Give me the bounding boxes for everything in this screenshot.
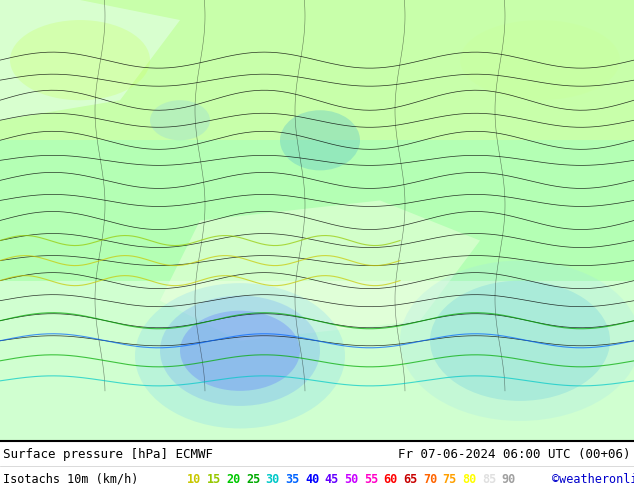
Text: 25: 25 <box>246 473 260 486</box>
Text: 90: 90 <box>501 473 515 486</box>
Ellipse shape <box>400 261 634 421</box>
Text: 35: 35 <box>285 473 299 486</box>
Text: Surface pressure [hPa] ECMWF: Surface pressure [hPa] ECMWF <box>3 448 213 461</box>
Text: 60: 60 <box>384 473 398 486</box>
Ellipse shape <box>280 110 360 171</box>
Text: ©weatheronline.co.uk: ©weatheronline.co.uk <box>552 473 634 486</box>
Bar <box>0 0 634 140</box>
Text: 75: 75 <box>443 473 456 486</box>
Text: 80: 80 <box>462 473 476 486</box>
Text: 10: 10 <box>187 473 201 486</box>
Text: 45: 45 <box>325 473 339 486</box>
Bar <box>0 140 634 281</box>
Ellipse shape <box>150 100 210 140</box>
Text: Isotachs 10m (km/h): Isotachs 10m (km/h) <box>3 473 139 486</box>
Text: 20: 20 <box>226 473 240 486</box>
Text: 30: 30 <box>266 473 280 486</box>
Text: 55: 55 <box>364 473 378 486</box>
Ellipse shape <box>135 283 345 428</box>
Ellipse shape <box>430 281 610 401</box>
Ellipse shape <box>180 311 300 391</box>
Polygon shape <box>160 200 480 341</box>
Text: 40: 40 <box>305 473 319 486</box>
Ellipse shape <box>160 295 320 406</box>
Ellipse shape <box>460 20 620 100</box>
Text: Fr 07-06-2024 06:00 UTC (00+06): Fr 07-06-2024 06:00 UTC (00+06) <box>398 448 631 461</box>
Text: 85: 85 <box>482 473 496 486</box>
Text: 15: 15 <box>207 473 221 486</box>
Polygon shape <box>0 0 180 120</box>
Text: 65: 65 <box>403 473 417 486</box>
Text: 70: 70 <box>423 473 437 486</box>
Text: 50: 50 <box>344 473 358 486</box>
Bar <box>0 281 634 441</box>
Ellipse shape <box>10 20 150 100</box>
